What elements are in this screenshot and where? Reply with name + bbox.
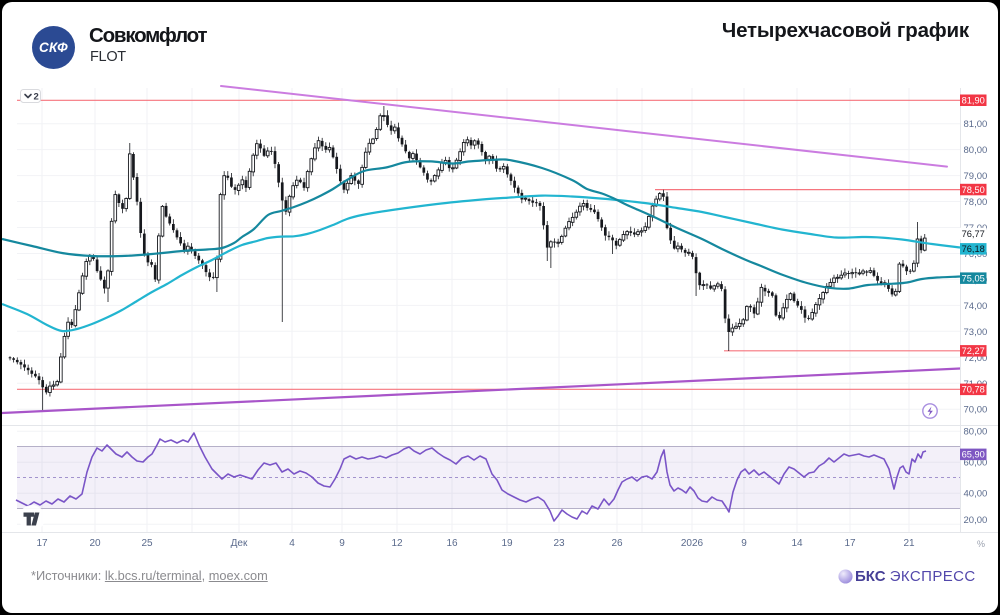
- svg-text:73,00: 73,00: [964, 327, 988, 338]
- svg-text:4: 4: [289, 538, 295, 549]
- svg-text:Дек: Дек: [231, 538, 248, 549]
- svg-text:14: 14: [791, 538, 803, 549]
- svg-text:2026: 2026: [681, 538, 704, 549]
- svg-text:76,77: 76,77: [962, 229, 985, 239]
- svg-text:20,00: 20,00: [964, 515, 988, 526]
- svg-text:40,00: 40,00: [964, 489, 988, 500]
- svg-text:9: 9: [339, 538, 345, 549]
- svg-text:60,00: 60,00: [964, 458, 988, 469]
- svg-text:20: 20: [89, 538, 101, 549]
- svg-text:%: %: [977, 539, 985, 549]
- svg-text:76,18: 76,18: [962, 244, 985, 254]
- svg-text:81,90: 81,90: [962, 96, 985, 106]
- svg-text:81,00: 81,00: [964, 119, 988, 130]
- svg-text:19: 19: [501, 538, 513, 549]
- svg-text:65,90: 65,90: [962, 450, 985, 460]
- svg-text:2: 2: [34, 92, 39, 103]
- svg-text:26: 26: [611, 538, 623, 549]
- svg-text:72,00: 72,00: [964, 353, 988, 364]
- svg-text:80,00: 80,00: [964, 427, 988, 438]
- svg-text:17: 17: [844, 538, 856, 549]
- svg-text:70,00: 70,00: [964, 405, 988, 416]
- svg-text:9: 9: [741, 538, 747, 549]
- svg-text:17: 17: [36, 538, 48, 549]
- svg-text:70,78: 70,78: [962, 385, 985, 395]
- svg-text:78,00: 78,00: [964, 197, 988, 208]
- svg-text:21: 21: [903, 538, 915, 549]
- svg-text:75,05: 75,05: [962, 273, 985, 283]
- svg-text:78,50: 78,50: [962, 185, 985, 195]
- svg-text:79,00: 79,00: [964, 171, 988, 182]
- svg-text:74,00: 74,00: [964, 301, 988, 312]
- svg-text:12: 12: [391, 538, 403, 549]
- svg-text:25: 25: [141, 538, 153, 549]
- svg-text:80,00: 80,00: [964, 145, 988, 156]
- svg-text:23: 23: [553, 538, 565, 549]
- svg-text:72,27: 72,27: [962, 346, 985, 356]
- svg-text:16: 16: [446, 538, 458, 549]
